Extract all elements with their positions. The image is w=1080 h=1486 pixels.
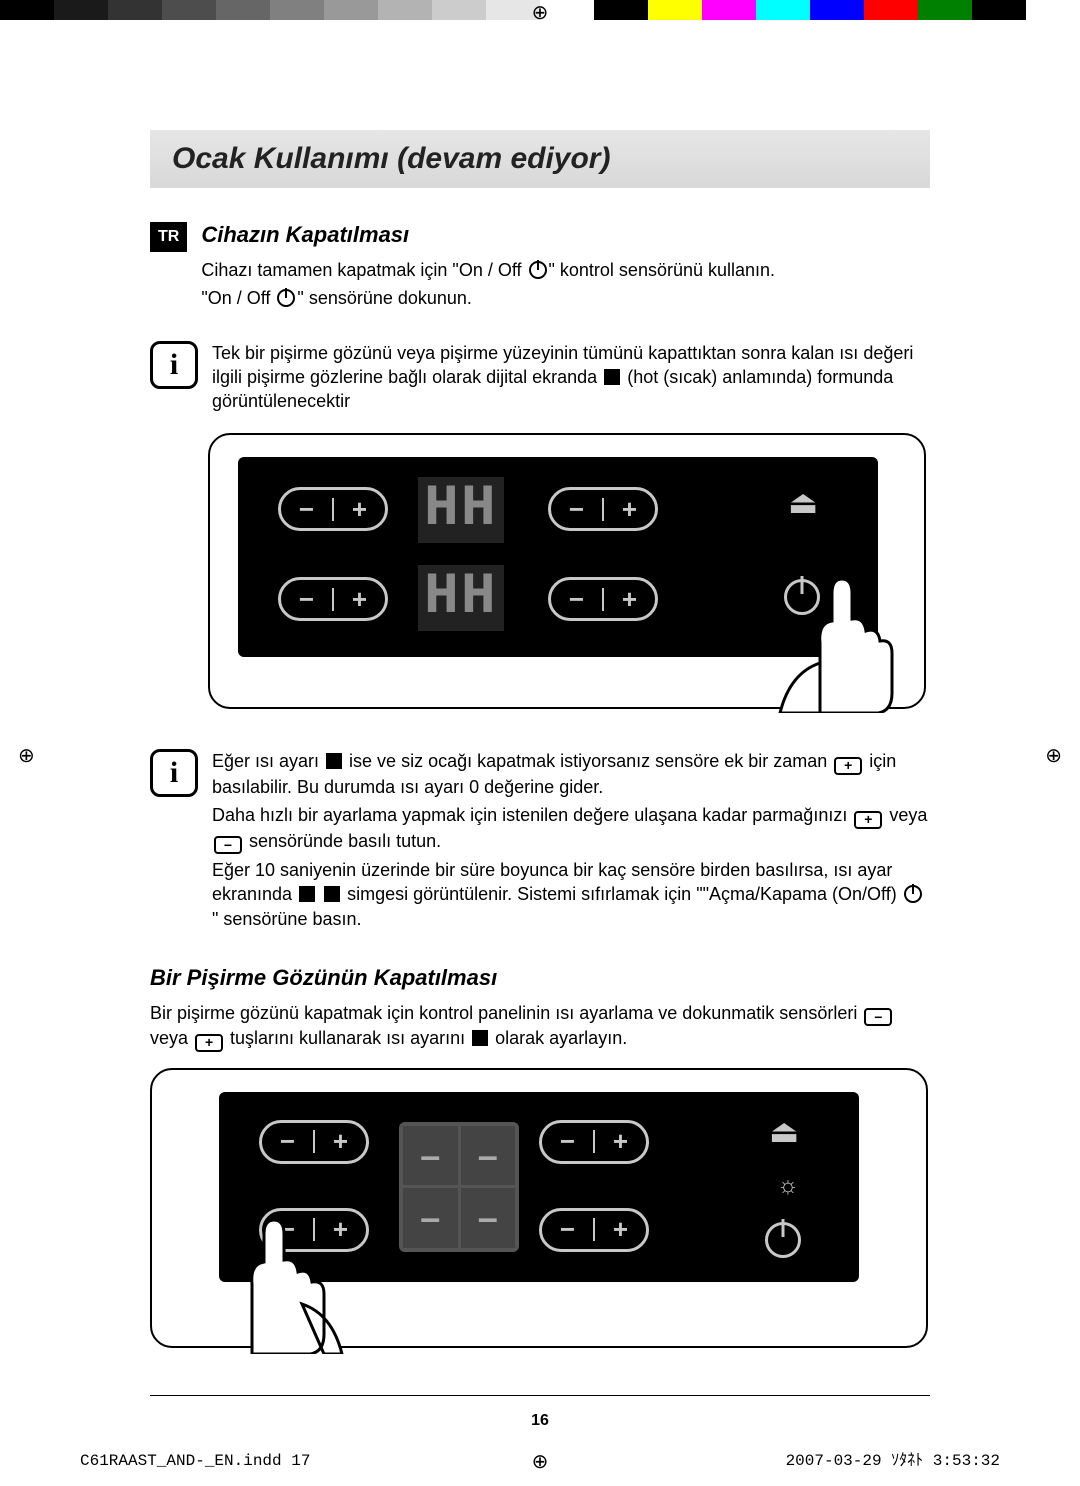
dash-icon: – bbox=[403, 1188, 458, 1248]
plus-button-icon: + bbox=[834, 757, 862, 775]
plus-icon: + bbox=[604, 494, 655, 525]
minus-plus-pill[interactable]: −+ bbox=[539, 1208, 649, 1252]
text: Cihazı tamamen kapatmak için "On / Off bbox=[201, 260, 526, 280]
lock-icon[interactable]: ⏏ bbox=[769, 1112, 799, 1148]
footer-file: C61RAAST_AND-_EN.indd 17 bbox=[80, 1452, 310, 1470]
minus-icon: − bbox=[281, 494, 332, 525]
diagram-frame-1: −+ −+ −+ −+ HH HH ⏏ bbox=[208, 433, 926, 709]
page-title: Ocak Kullanımı (devam ediyor) bbox=[150, 130, 930, 188]
text: " sensörüne basın. bbox=[212, 909, 361, 929]
hot-square-icon bbox=[326, 753, 342, 769]
power-icon bbox=[529, 261, 547, 279]
power-icon bbox=[277, 289, 295, 307]
plus-icon: + bbox=[334, 584, 385, 615]
hot-square-icon bbox=[324, 886, 340, 902]
minus-plus-pill[interactable]: −+ bbox=[278, 577, 388, 621]
text: olarak ayarlayın. bbox=[490, 1028, 627, 1048]
segment-display-grid: –––– bbox=[399, 1122, 519, 1252]
plus-icon: + bbox=[315, 1126, 366, 1157]
minus-icon: − bbox=[281, 584, 332, 615]
info-icon: i bbox=[150, 341, 198, 389]
text: sensöründe basılı tutun. bbox=[244, 831, 441, 851]
section1-body: Cihazı tamamen kapatmak için "On / Off "… bbox=[201, 258, 930, 311]
plus-icon: + bbox=[334, 494, 385, 525]
text: Bir pişirme gözünü kapatmak için kontrol… bbox=[150, 1003, 862, 1023]
registration-mark-left: ⊕ bbox=[18, 743, 35, 768]
hand-pointing-icon bbox=[192, 1164, 362, 1354]
plus-icon: + bbox=[604, 584, 655, 615]
minus-icon: − bbox=[542, 1214, 593, 1245]
minus-icon: − bbox=[542, 1126, 593, 1157]
plus-icon: + bbox=[595, 1214, 646, 1245]
text: ise ve siz ocağı kapatmak istiyorsanız s… bbox=[344, 751, 832, 771]
plus-icon: + bbox=[595, 1126, 646, 1157]
page-number: 16 bbox=[0, 1412, 1080, 1430]
text: veya bbox=[884, 805, 927, 825]
minus-icon: − bbox=[551, 494, 602, 525]
segment-display: HH bbox=[418, 477, 504, 543]
dash-icon: – bbox=[461, 1126, 516, 1186]
footer-date: 2007-03-29 ｿﾀﾈﾄ 3:53:32 bbox=[786, 1446, 1000, 1470]
registration-mark-right: ⊕ bbox=[1045, 743, 1062, 768]
dash-icon: – bbox=[403, 1126, 458, 1186]
minus-plus-pill[interactable]: −+ bbox=[539, 1120, 649, 1164]
hot-square-icon bbox=[604, 369, 620, 385]
text: veya bbox=[150, 1028, 193, 1048]
power-icon bbox=[904, 885, 922, 903]
minus-plus-pill[interactable]: −+ bbox=[548, 577, 658, 621]
language-tag: TR bbox=[150, 222, 187, 252]
text: " sensörüne dokunun. bbox=[297, 288, 472, 308]
text: tuşlarını kullanarak ısı ayarını bbox=[225, 1028, 470, 1048]
info-text-2: Eğer ısı ayarı ise ve siz ocağı kapatmak… bbox=[212, 749, 930, 935]
hand-pointing-icon bbox=[760, 523, 930, 713]
minus-plus-pill[interactable]: −+ bbox=[278, 487, 388, 531]
info-icon: i bbox=[150, 749, 198, 797]
text: simgesi görüntülenir. Sistemi sıfırlamak… bbox=[342, 884, 902, 904]
text: " kontrol sensörünü kullanın. bbox=[549, 260, 776, 280]
diagram-frame-2: −+ −+ −+ −+ –––– ⏏ ☼ bbox=[150, 1068, 928, 1348]
minus-plus-pill[interactable]: −+ bbox=[259, 1120, 369, 1164]
power-button-icon[interactable] bbox=[765, 1222, 801, 1258]
text: Eğer ısı ayarı bbox=[212, 751, 324, 771]
footer-rule bbox=[150, 1395, 930, 1396]
minus-button-icon: − bbox=[214, 836, 242, 854]
brightness-icon[interactable]: ☼ bbox=[777, 1172, 799, 1200]
text: Daha hızlı bir ayarlama yapmak için iste… bbox=[212, 805, 852, 825]
hot-square-icon bbox=[472, 1030, 488, 1046]
registration-mark-bottom: ⊕ bbox=[532, 1449, 549, 1474]
hot-square-icon bbox=[299, 886, 315, 902]
registration-mark-top: ⊕ bbox=[532, 0, 549, 25]
segment-display: HH bbox=[418, 565, 504, 631]
minus-icon: − bbox=[262, 1126, 313, 1157]
plus-button-icon: + bbox=[854, 811, 882, 829]
section-heading-1: Cihazın Kapatılması bbox=[201, 222, 930, 248]
info-text-1: Tek bir pişirme gözünü veya pişirme yüze… bbox=[212, 341, 930, 414]
text: "On / Off bbox=[201, 288, 275, 308]
minus-plus-pill[interactable]: −+ bbox=[548, 487, 658, 531]
minus-button-icon: − bbox=[864, 1008, 892, 1026]
minus-icon: − bbox=[551, 584, 602, 615]
lock-icon[interactable]: ⏏ bbox=[788, 483, 818, 519]
section-heading-2: Bir Pişirme Gözünün Kapatılması bbox=[150, 965, 930, 991]
section2-body: Bir pişirme gözünü kapatmak için kontrol… bbox=[150, 1001, 930, 1052]
dash-icon: – bbox=[461, 1188, 516, 1248]
plus-button-icon: + bbox=[195, 1034, 223, 1052]
